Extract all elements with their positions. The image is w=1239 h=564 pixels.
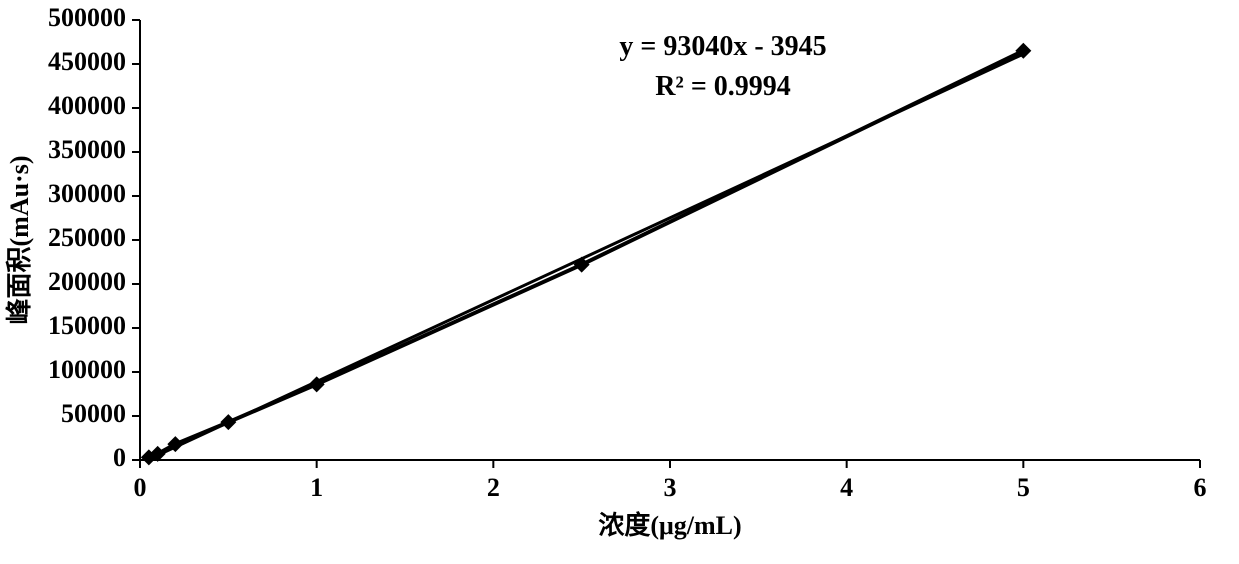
- x-tick-label: 1: [310, 473, 323, 502]
- chart-background: [0, 0, 1239, 564]
- y-tick-label: 400000: [48, 91, 126, 120]
- y-tick-label: 150000: [48, 311, 126, 340]
- y-tick-label: 450000: [48, 47, 126, 76]
- y-tick-label: 350000: [48, 135, 126, 164]
- calibration-chart: 0 1 2 3 4 5 6 浓度(μg/mL) 0 50000 100000 150000 200000…: [0, 0, 1239, 564]
- y-tick-label: 0: [113, 443, 126, 472]
- x-tick-label: 3: [664, 473, 677, 502]
- y-axis-label: 峰面积(mAu·s): [5, 155, 34, 324]
- y-tick-label: 100000: [48, 355, 126, 384]
- chart-annotation: y = 93040x - 3945: [619, 31, 826, 62]
- y-tick-label: 250000: [48, 223, 126, 252]
- x-tick-label: 5: [1017, 473, 1030, 502]
- x-tick-label: 4: [840, 473, 853, 502]
- x-tick-label: 0: [134, 473, 147, 502]
- y-tick-label: 200000: [48, 267, 126, 296]
- chart-annotation: R² = 0.9994: [655, 71, 791, 102]
- x-tick-label: 2: [487, 473, 500, 502]
- y-tick-label: 50000: [61, 399, 126, 428]
- x-tick-label: 6: [1194, 473, 1207, 502]
- x-axis-label: 浓度(μg/mL): [598, 510, 741, 540]
- y-tick-label: 500000: [48, 3, 126, 32]
- y-tick-label: 300000: [48, 179, 126, 208]
